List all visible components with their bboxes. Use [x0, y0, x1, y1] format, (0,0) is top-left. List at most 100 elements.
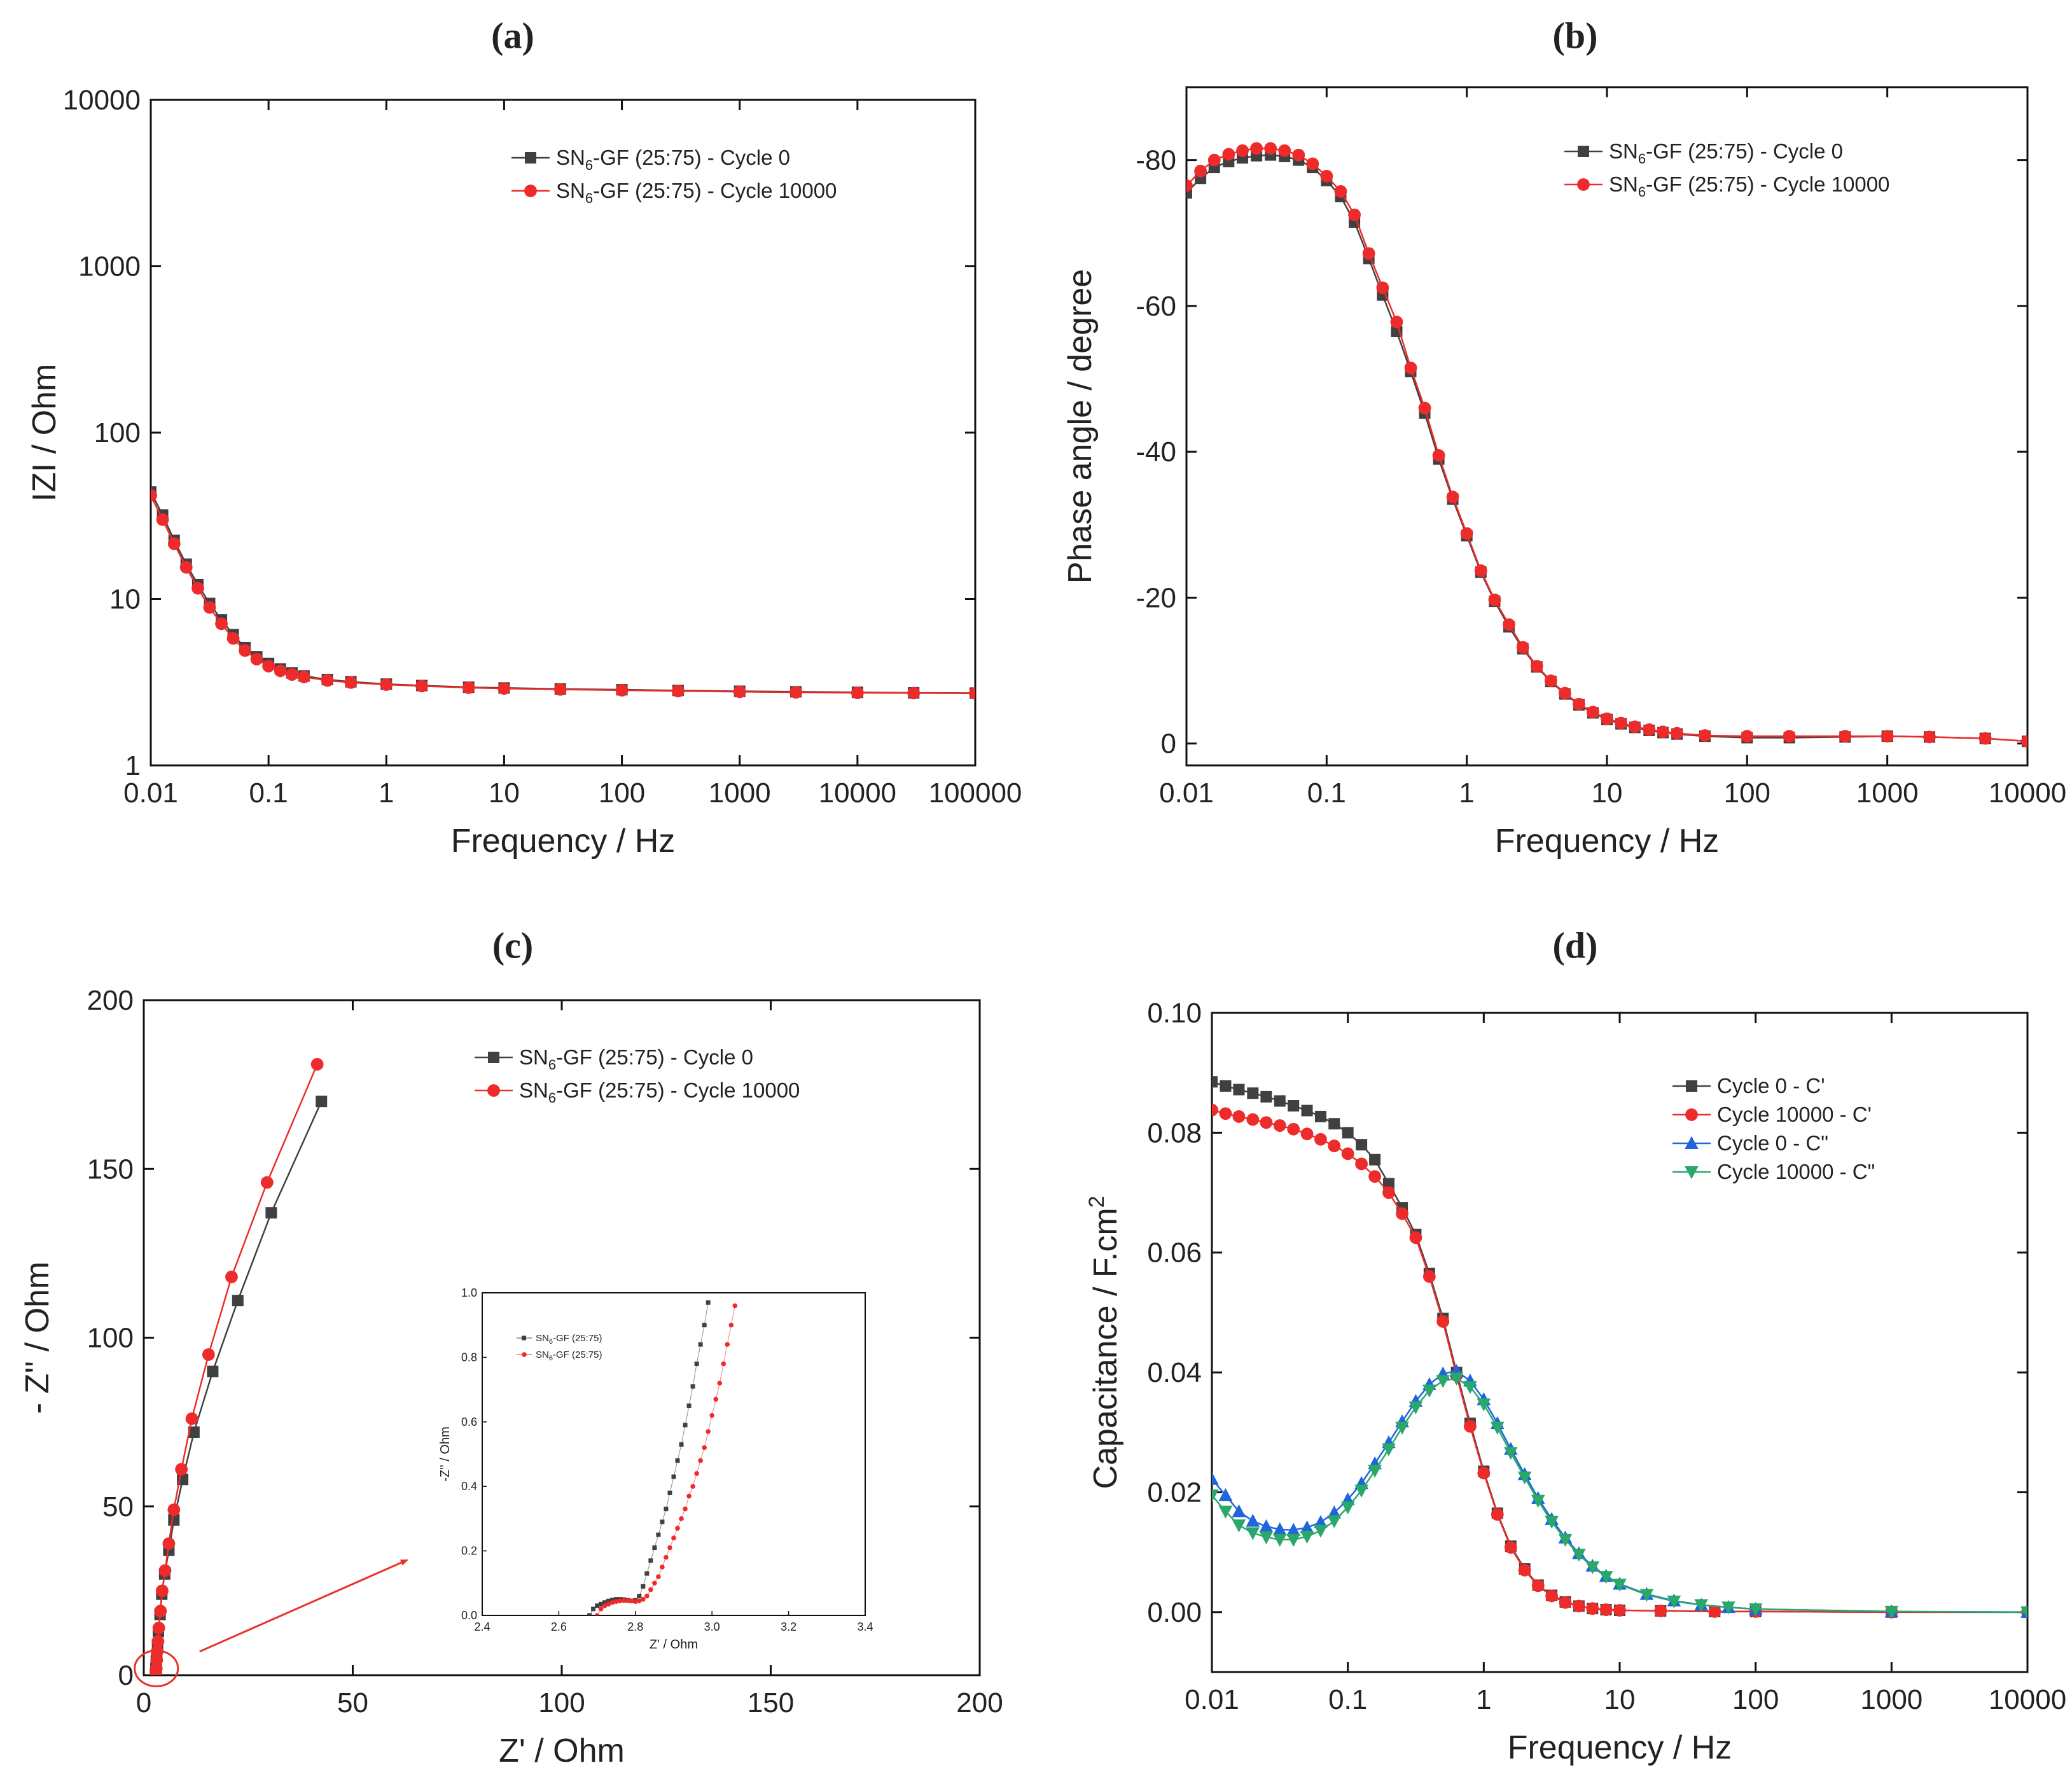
data-point — [1232, 1519, 1246, 1533]
inset-point — [675, 1458, 680, 1463]
data-point — [151, 489, 157, 502]
data-point — [1300, 1520, 1314, 1534]
data-point — [1694, 1599, 1708, 1612]
data-point — [203, 601, 216, 614]
inset-point — [606, 1598, 611, 1603]
data-point — [2021, 735, 2027, 748]
legend-marker — [524, 185, 537, 197]
x-axis-ticks: 0.01 0.1 1 10 100 1000 10000 — [1159, 87, 2066, 809]
data-point — [1327, 1515, 1342, 1528]
inset-y-tick-label: 0.8 — [461, 1351, 477, 1363]
data-point — [1259, 1531, 1274, 1545]
data-point — [1839, 730, 1852, 743]
x-tick-label: 10000 — [819, 777, 896, 809]
x-tick-label: 0.1 — [1307, 777, 1346, 809]
legend-label: SN6-GF (25:75) - Cycle 10000 — [556, 179, 837, 206]
y-tick-label: 100 — [87, 1323, 134, 1354]
data-point — [225, 1271, 238, 1283]
x-tick-label: 1 — [379, 777, 394, 809]
inset-x-tick-label: 3.4 — [857, 1620, 873, 1633]
data-point — [1368, 1170, 1382, 1183]
inset-y-tick-label: 0.4 — [461, 1480, 477, 1493]
x-tick-label: 0.1 — [249, 777, 288, 809]
legend: SN6-GF (25:75) - Cycle 0 SN6-GF (25:75) -… — [1564, 139, 1889, 200]
data-point — [1748, 1603, 1763, 1617]
inset-point — [660, 1564, 665, 1570]
data-point — [1464, 1419, 1477, 1433]
data-point — [1418, 401, 1431, 415]
legend-label: Cycle 0 - C' — [1717, 1074, 1825, 1098]
legend-marker — [1685, 1166, 1699, 1180]
y-tick-label: 200 — [87, 985, 134, 1016]
data-point — [250, 653, 263, 666]
x-tick-label: 100000 — [929, 777, 1022, 809]
data-point — [672, 685, 685, 697]
inset-point — [641, 1584, 646, 1589]
data-point — [1422, 1270, 1436, 1283]
data-point — [158, 1564, 172, 1577]
data-point — [1334, 185, 1347, 198]
y-axis-ticks: 0 50 100 150 200 — [87, 985, 980, 1691]
inset-point — [698, 1458, 703, 1463]
x-tick-label: 150 — [747, 1687, 794, 1718]
series-line-1 — [1212, 1081, 2027, 1613]
inset-point — [717, 1381, 723, 1386]
data-point — [1342, 1127, 1354, 1139]
data-point — [1186, 187, 1192, 199]
data-point — [462, 681, 475, 694]
data-point — [907, 686, 921, 700]
inset-point — [602, 1603, 608, 1608]
data-point — [207, 1365, 219, 1377]
data-point — [1218, 1488, 1233, 1502]
data-point — [1884, 1605, 1899, 1619]
inset-point — [721, 1361, 727, 1367]
x-axis-ticks: 0 50 100 150 200 — [136, 1000, 1003, 1718]
inset-point — [599, 1601, 604, 1606]
x-tick-label: 10000 — [1989, 777, 2066, 809]
data-point — [344, 676, 358, 689]
x-axis-title: Frequency / Hz — [451, 823, 676, 860]
data-point — [1369, 1153, 1381, 1166]
data-point — [167, 1503, 181, 1516]
data-point — [1327, 1505, 1342, 1519]
data-point — [1314, 1524, 1328, 1538]
data-point — [1391, 325, 1403, 337]
data-point — [1287, 1122, 1300, 1136]
data-point — [175, 1463, 188, 1476]
data-point — [1236, 144, 1249, 157]
inset-point — [667, 1545, 672, 1551]
legend: SN6-GF (25:75) - Cycle 0 SN6-GF (25:75) -… — [511, 146, 837, 206]
data-point — [1264, 142, 1277, 155]
data-point — [156, 1584, 169, 1598]
x-tick-label: 1000 — [1860, 1684, 1923, 1715]
y-tick-label: 100 — [94, 417, 141, 449]
data-point — [188, 1426, 200, 1439]
data-point — [1390, 316, 1403, 328]
panel-label: (a) — [491, 15, 534, 56]
data-point — [1741, 730, 1754, 743]
data-point — [156, 513, 169, 526]
series-line-2 — [151, 494, 975, 695]
inset-x-tick-label: 2.8 — [627, 1620, 643, 1633]
data-point — [1599, 1603, 1613, 1616]
data-point — [1530, 660, 1543, 673]
inset-point — [686, 1493, 692, 1499]
data-point — [1194, 164, 1207, 178]
inset-legend: SN6-GF (25:75) SN6-GF (25:75) — [517, 1333, 602, 1362]
data-point — [1721, 1601, 1735, 1615]
inset-y-tick-label: 1.0 — [461, 1286, 477, 1299]
data-point — [1488, 593, 1501, 606]
x-tick-label: 100 — [538, 1687, 585, 1718]
inset-point — [683, 1423, 688, 1428]
series-group — [1212, 1076, 2027, 1620]
data-point — [239, 644, 252, 657]
panel-b: (b) 0.01 0.1 1 10 100 1000 10000 -80 -60 -40 -20 0 Fr… — [1062, 15, 2066, 860]
inset-y-tick-label: 0.2 — [461, 1545, 477, 1558]
series-line-3 — [1212, 1370, 2027, 1613]
data-point — [191, 582, 204, 595]
zoom-arrow — [199, 1559, 408, 1653]
inset-point — [595, 1603, 600, 1608]
inset-point — [609, 1599, 615, 1605]
y-tick-label: 50 — [102, 1491, 134, 1523]
inset-point — [606, 1601, 611, 1607]
